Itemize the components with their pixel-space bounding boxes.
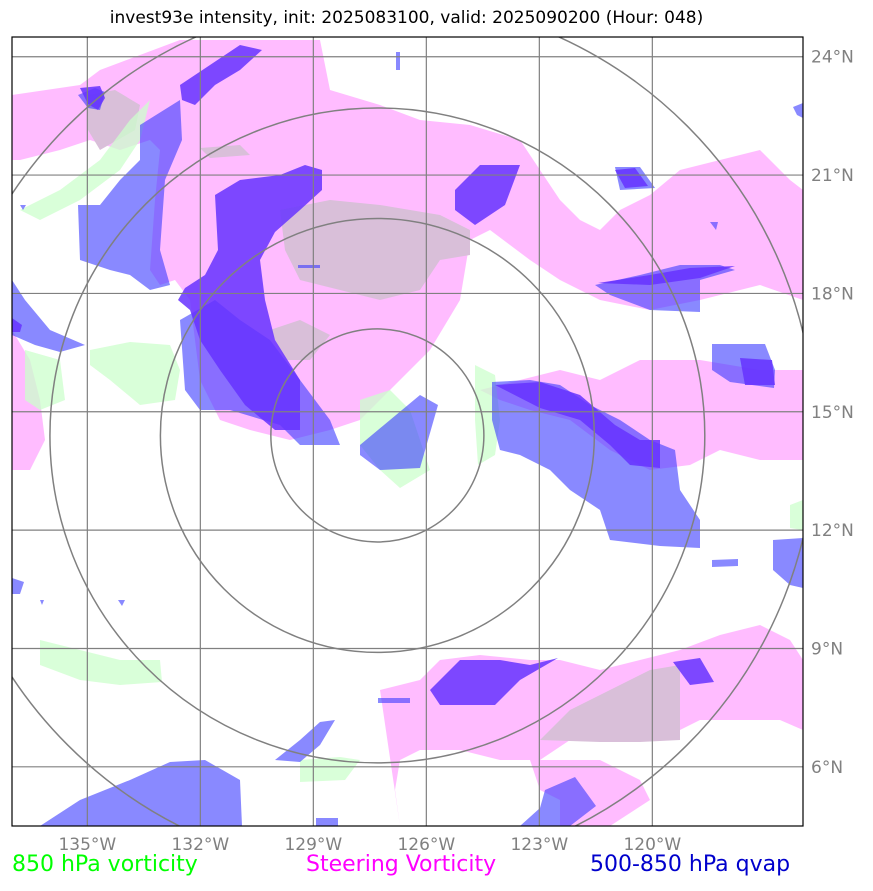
- qvap-region: [793, 103, 803, 118]
- longitude-tick-label: 132°W: [171, 835, 229, 855]
- qvap-region: [360, 395, 438, 470]
- qvap-region: [275, 720, 335, 762]
- map-title: invest93e intensity, init: 2025083100, v…: [109, 8, 704, 28]
- vorticity-region: [25, 350, 65, 410]
- qvap-dark-region: [455, 165, 520, 225]
- latitude-tick-label: 15°N: [811, 403, 854, 423]
- range-rings: [12, 37, 803, 826]
- qvap-region: [118, 600, 125, 606]
- overlap-region: [540, 665, 680, 742]
- qvap-dark-region: [430, 658, 558, 705]
- qvap-region: [378, 698, 410, 703]
- qvap-region: [20, 205, 26, 210]
- vorticity-region: [20, 100, 150, 220]
- qvap-region: [12, 578, 24, 594]
- qvap-region: [78, 100, 182, 290]
- latitude-tick-label: 18°N: [811, 284, 854, 304]
- range-ring: [49, 107, 706, 764]
- qvap-region: [40, 600, 44, 605]
- qvap-dark-region: [598, 266, 735, 285]
- longitude-tick-label: 135°W: [58, 835, 116, 855]
- range-ring: [270, 328, 485, 543]
- latitude-tick-label: 6°N: [811, 758, 843, 778]
- overlap-region: [200, 145, 250, 158]
- qvap-region: [773, 538, 803, 588]
- longitude-tick-labels: 135°W 132°W 129°W 126°W 123°W 120°W: [58, 835, 681, 855]
- qvap-dark-region: [740, 358, 775, 385]
- latitude-tick-label: 21°N: [811, 166, 854, 186]
- latitude-tick-label: 24°N: [811, 48, 854, 68]
- qvap-region: [492, 380, 700, 548]
- vorticity-region: [90, 342, 180, 405]
- qvap-dark-region: [615, 168, 648, 188]
- longitude-tick-label: 126°W: [397, 835, 455, 855]
- qvap-dark-region: [178, 165, 322, 430]
- qvap-region: [316, 818, 338, 826]
- qvap-dark-region: [12, 318, 22, 332]
- legend-850-vorticity: 850 hPa vorticity: [12, 852, 198, 877]
- vorticity-region: [40, 640, 162, 685]
- longitude-tick-label: 129°W: [284, 835, 342, 855]
- legend-steering-vorticity: Steering Vorticity: [306, 852, 497, 877]
- overlap-region: [270, 320, 330, 360]
- qvap-region: [712, 559, 738, 567]
- qvap-region: [710, 222, 718, 230]
- qvap-region: [12, 280, 85, 352]
- latitude-tick-labels: 6°N 9°N 12°N 15°N 18°N 21°N 24°N: [811, 48, 854, 778]
- qvap-dark-region: [80, 86, 105, 110]
- latitude-tick-label: 9°N: [811, 639, 843, 659]
- longitude-tick-label: 123°W: [510, 835, 568, 855]
- longitude-tick-label: 120°W: [623, 835, 681, 855]
- map-frame: [11, 36, 804, 827]
- qvap-region: [40, 760, 242, 826]
- qvap-dark-layer: [12, 45, 775, 705]
- qvap-dark-region: [673, 658, 714, 685]
- map-plot-area: [12, 37, 803, 826]
- qvap-region: [298, 265, 320, 268]
- gridlines: [12, 37, 803, 826]
- vorticity-region: [300, 757, 360, 782]
- qvap-dark-region: [495, 382, 660, 468]
- range-ring: [159, 217, 596, 654]
- vorticity-region: [790, 500, 803, 530]
- qvap-region: [396, 52, 400, 70]
- latitude-tick-label: 12°N: [811, 521, 854, 541]
- legend-qvap: 500-850 hPa qvap: [590, 852, 791, 877]
